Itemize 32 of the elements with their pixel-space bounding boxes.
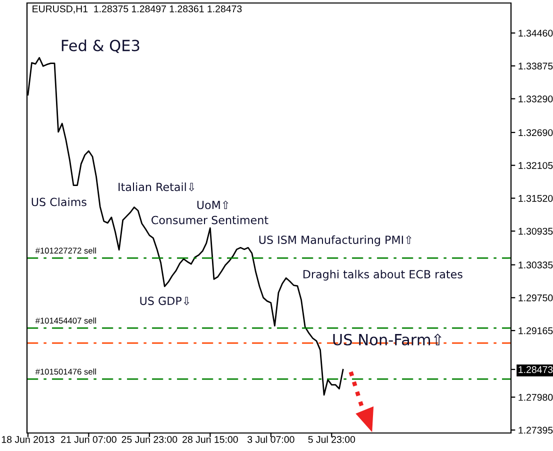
annotation: Fed & QE3 bbox=[62, 39, 140, 54]
annotation: Consumer Sentiment bbox=[152, 216, 268, 224]
y-tick-label: 1.28473 bbox=[518, 366, 553, 374]
ref-line-label: #101501476 sell bbox=[35, 368, 96, 375]
y-tick-label: 1.31520 bbox=[518, 194, 553, 202]
annotation: US GDP⇩ bbox=[140, 296, 190, 306]
y-tick-label: 1.27980 bbox=[518, 394, 553, 401]
y-tick-label: 1.30335 bbox=[518, 262, 553, 268]
y-tick-label: 1.33875 bbox=[518, 62, 553, 70]
x-tick-label: 18 Jun 2013 bbox=[2, 436, 54, 443]
y-tick-label: 1.32690 bbox=[518, 129, 553, 136]
x-tick-label: 28 Jun 15:00 bbox=[182, 436, 238, 443]
x-tick-label: 25 Jun 23:00 bbox=[122, 436, 178, 443]
y-tick-label: 1.32105 bbox=[518, 162, 553, 169]
y-tick-label: 1.33290 bbox=[518, 95, 553, 102]
ref-line-label: #101227272 sell bbox=[35, 247, 96, 254]
annotation: Draghi talks about ECB rates bbox=[303, 270, 462, 281]
y-tick-label: 1.30935 bbox=[518, 228, 553, 235]
y-tick-label: 1.29750 bbox=[518, 294, 553, 302]
ref-line-label: #101454407 sell bbox=[35, 317, 96, 324]
y-tick-label: 1.29165 bbox=[518, 327, 553, 334]
annotation: Italian Retail⇩ bbox=[118, 182, 194, 192]
annotation: US Non-Farm⇧ bbox=[333, 334, 442, 346]
y-tick-label: 1.34460 bbox=[518, 30, 553, 37]
annotation: US ISM Manufacturing PMI⇧ bbox=[259, 235, 412, 246]
x-tick-label: 21 Jun 07:00 bbox=[61, 436, 116, 443]
annotation: UoM⇧ bbox=[197, 200, 228, 210]
chart-title: EURUSD,H1 1.28375 1.28497 1.28361 1.28473 bbox=[32, 5, 242, 14]
y-tick-label: 1.27395 bbox=[518, 426, 553, 434]
annotation: US Claims bbox=[32, 198, 86, 206]
x-tick-label: 5 Jul 23:00 bbox=[308, 436, 356, 443]
x-tick-label: 3 Jul 07:00 bbox=[247, 436, 294, 443]
